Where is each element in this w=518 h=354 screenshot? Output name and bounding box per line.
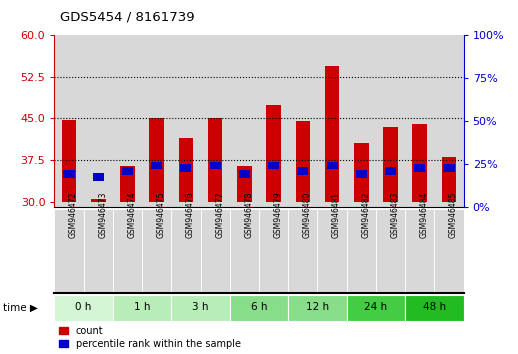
Bar [54, 35, 83, 207]
Bar [210, 162, 221, 170]
Bar [83, 209, 113, 292]
Bar [405, 209, 435, 292]
Bar [268, 162, 279, 170]
Bar [54, 209, 83, 292]
Bar [412, 124, 427, 201]
Bar [179, 138, 193, 201]
Bar [376, 35, 405, 207]
Bar [266, 105, 281, 201]
Bar [259, 209, 288, 292]
Text: GSM946474: GSM946474 [127, 192, 136, 238]
Bar [239, 170, 250, 178]
Bar [405, 35, 435, 207]
Bar [230, 295, 288, 321]
Bar [414, 165, 425, 172]
Bar [122, 167, 133, 175]
Bar [325, 66, 339, 201]
Text: 48 h: 48 h [423, 302, 446, 313]
Bar [296, 121, 310, 201]
Bar [347, 209, 376, 292]
Bar [142, 35, 171, 207]
Bar [113, 35, 142, 207]
Bar [356, 170, 367, 178]
Bar [347, 35, 376, 207]
Text: GSM946478: GSM946478 [244, 192, 253, 238]
Text: GSM946477: GSM946477 [215, 192, 224, 238]
Bar [149, 119, 164, 201]
Bar [297, 167, 308, 175]
Bar [113, 209, 142, 292]
Bar [347, 295, 405, 321]
Text: 12 h: 12 h [306, 302, 329, 313]
Bar [288, 209, 318, 292]
Bar [237, 166, 252, 201]
Bar [288, 295, 347, 321]
Bar [442, 157, 456, 201]
Text: GSM946485: GSM946485 [449, 192, 458, 238]
Bar [120, 166, 135, 201]
Bar [200, 35, 230, 207]
Bar [318, 35, 347, 207]
Text: 3 h: 3 h [192, 302, 209, 313]
Text: GDS5454 / 8161739: GDS5454 / 8161739 [60, 10, 194, 23]
Text: 0 h: 0 h [76, 302, 92, 313]
Text: GSM946480: GSM946480 [303, 192, 312, 238]
Text: GSM946473: GSM946473 [98, 192, 107, 238]
Bar [63, 170, 75, 178]
Bar [142, 209, 171, 292]
Bar [376, 209, 405, 292]
Text: GSM946482: GSM946482 [362, 192, 370, 238]
Text: GSM946483: GSM946483 [391, 192, 399, 238]
Bar [93, 173, 104, 181]
Bar [180, 165, 192, 172]
Bar [435, 209, 464, 292]
Bar [208, 119, 222, 201]
Text: time ▶: time ▶ [3, 303, 37, 313]
Bar [171, 295, 230, 321]
Bar [259, 35, 288, 207]
Bar [318, 209, 347, 292]
Bar [62, 120, 76, 201]
Bar [171, 209, 200, 292]
Text: 6 h: 6 h [251, 302, 267, 313]
Bar [200, 209, 230, 292]
Bar [288, 35, 318, 207]
Text: 24 h: 24 h [364, 302, 387, 313]
Bar [443, 165, 455, 172]
Bar [113, 295, 171, 321]
Text: GSM946475: GSM946475 [156, 192, 166, 238]
Legend: count, percentile rank within the sample: count, percentile rank within the sample [59, 326, 241, 349]
Bar [83, 35, 113, 207]
Bar [354, 143, 369, 201]
Bar [326, 162, 338, 170]
Text: GSM946484: GSM946484 [420, 192, 429, 238]
Text: GSM946472: GSM946472 [69, 192, 78, 238]
Bar [151, 162, 162, 170]
Bar [405, 295, 464, 321]
Text: GSM946479: GSM946479 [274, 192, 283, 238]
Bar [383, 127, 398, 201]
Bar [385, 167, 396, 175]
Bar [435, 35, 464, 207]
Bar [230, 209, 259, 292]
Text: GSM946476: GSM946476 [186, 192, 195, 238]
Text: 1 h: 1 h [134, 302, 150, 313]
Bar [91, 199, 106, 201]
Bar [230, 35, 259, 207]
Text: GSM946481: GSM946481 [332, 192, 341, 238]
Bar [171, 35, 200, 207]
Bar [54, 295, 113, 321]
